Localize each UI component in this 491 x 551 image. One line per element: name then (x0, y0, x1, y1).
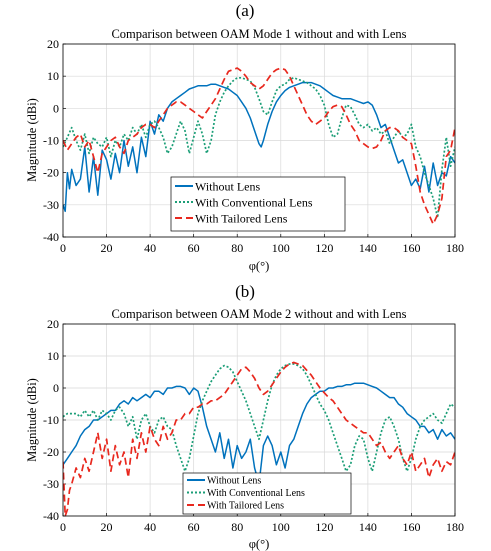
x-tick-label: 80 (231, 520, 243, 534)
legend-box (182, 472, 352, 515)
legend-label: With Tailored Lens (195, 211, 288, 225)
series-line-3 (63, 67, 455, 225)
y-tick-label: 0 (53, 381, 59, 395)
chart-title-b: Comparison between OAM Mode 2 without an… (111, 307, 406, 321)
chart-panel-b: (b) Comparison between OAM Mode 2 withou… (25, 282, 464, 551)
x-tick-label: 20 (101, 520, 113, 534)
y-tick-label: 10 (47, 349, 59, 363)
legend-a: Without Lens With Conventional Lens With T… (170, 176, 346, 232)
x-tick-label: 180 (446, 241, 464, 255)
y-tick-label: -20 (43, 166, 59, 180)
y-tick-label: -30 (43, 198, 59, 212)
legend-label: With Conventional Lens (207, 488, 305, 499)
x-tick-label: 140 (359, 520, 377, 534)
series-lines-a (63, 67, 455, 225)
x-tick-label: 160 (402, 520, 420, 534)
series-line-1 (63, 81, 455, 213)
y-axis-label-b: Magnitude (dBi) (25, 378, 39, 462)
x-tick-label: 100 (272, 241, 290, 255)
legend-label: With Tailored Lens (207, 501, 284, 512)
plot-frame-b (62, 323, 456, 517)
x-tick-label: 0 (60, 241, 66, 255)
y-tick-label: -40 (43, 509, 59, 523)
y-tick-label: -20 (43, 445, 59, 459)
series-line-3 (63, 361, 455, 516)
panel-label-b: (b) (235, 282, 255, 301)
x-tick-label: 100 (272, 520, 290, 534)
y-tick-label: 20 (47, 317, 59, 331)
legend-box (170, 176, 346, 232)
y-tick-label: -10 (43, 413, 59, 427)
panel-label-a: (a) (236, 1, 255, 20)
y-axis-label-a: Magnitude (dBi) (25, 98, 39, 182)
ticks-b: 0 20 40 60 80 100 120 140 160 180 -40 -30 -20 -10 0 10 2… (43, 317, 464, 534)
legend-label: Without Lens (195, 179, 261, 193)
plot-frame-a (62, 43, 456, 238)
x-tick-label: 60 (188, 520, 200, 534)
x-tick-label: 20 (101, 241, 113, 255)
ticks-a: 0 20 40 60 80 100 120 140 160 180 -40 -30 -20 -10 0 10 2… (43, 37, 464, 255)
x-tick-label: 160 (402, 241, 420, 255)
x-tick-label: 0 (60, 520, 66, 534)
x-tick-label: 60 (188, 241, 200, 255)
x-tick-label: 140 (359, 241, 377, 255)
legend-label: With Conventional Lens (195, 195, 313, 209)
y-tick-label: -40 (43, 230, 59, 244)
x-axis-label-b: φ(°) (249, 537, 270, 551)
x-tick-label: 120 (315, 520, 333, 534)
x-tick-label: 80 (231, 241, 243, 255)
x-axis-label-a: φ(°) (249, 259, 270, 273)
x-tick-label: 180 (446, 520, 464, 534)
series-line-2 (63, 363, 455, 473)
x-tick-label: 40 (144, 241, 156, 255)
y-tick-label: 20 (47, 37, 59, 51)
chart-title-a: Comparison between OAM Mode 1 without an… (111, 27, 406, 41)
legend-label: Without Lens (207, 476, 261, 487)
y-tick-label: -30 (43, 477, 59, 491)
chart-panel-a: (a) Comparison between OAM Mode 1 withou… (25, 1, 464, 273)
y-tick-label: 10 (47, 69, 59, 83)
x-tick-label: 40 (144, 520, 156, 534)
y-tick-label: -10 (43, 134, 59, 148)
x-tick-label: 120 (315, 241, 333, 255)
y-tick-label: 0 (53, 101, 59, 115)
